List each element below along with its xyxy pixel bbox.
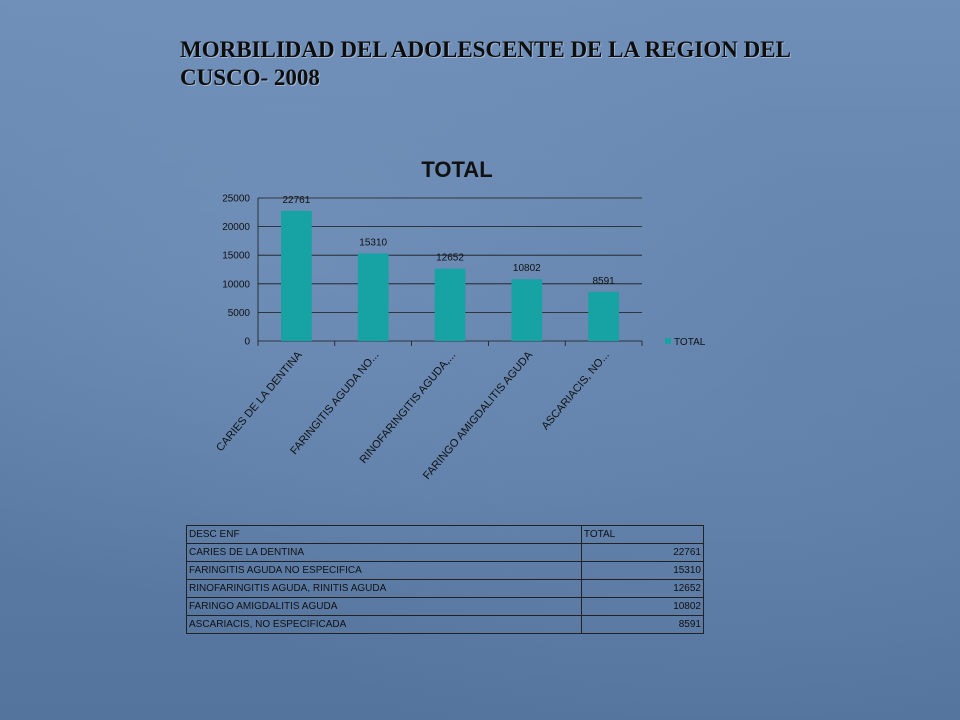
bar	[434, 268, 466, 341]
data-label: 12652	[436, 253, 464, 264]
y-tick-label: 20000	[222, 222, 250, 233]
table-cell-desc: ASCARIACIS, NO ESPECIFICADA	[186, 615, 582, 634]
category-label: FARINGITIS AGUDA NO...	[288, 349, 381, 457]
table-row: RINOFARINGITIS AGUDA, RINITIS AGUDA 1265…	[186, 579, 705, 598]
table-cell-desc: CARIES DE LA DENTINA	[186, 543, 582, 562]
data-label: 8591	[592, 276, 615, 287]
table-header-row: DESC ENF TOTAL	[186, 525, 705, 544]
table-cell-total: 10802	[580, 597, 705, 616]
bar	[281, 210, 312, 341]
table-cell-desc: FARINGITIS AGUDA NO ESPECIFICA	[186, 561, 582, 580]
table-cell-desc: FARINGO AMIGDALITIS AGUDA	[186, 597, 582, 616]
table-cell-total: 12652	[580, 579, 705, 598]
bar	[511, 279, 543, 341]
y-tick-label: 15000	[222, 251, 250, 262]
table-cell-total: 8591	[580, 615, 705, 634]
y-tick-label: 25000	[222, 194, 250, 205]
chart-title: TOTAL	[421, 157, 492, 182]
y-axis-ticks: 0 5000 10000 15000 20000 25000	[222, 194, 250, 348]
category-label: CARIES DE LA DENTINA	[214, 349, 305, 454]
data-label: 15310	[359, 237, 387, 248]
legend-swatch	[665, 338, 671, 344]
y-tick-label: 0	[244, 337, 250, 348]
table-cell-total: 15310	[580, 561, 705, 580]
category-label: ASCARIACIS, NO...	[539, 349, 611, 432]
y-tick-label: 10000	[222, 279, 250, 290]
data-labels: 22761 15310 12652 10802 8591	[282, 195, 615, 287]
y-tick-label: 5000	[228, 308, 251, 319]
table-header-total: TOTAL	[580, 525, 705, 544]
bar	[357, 253, 389, 341]
data-label: 22761	[282, 195, 310, 206]
bar	[588, 291, 619, 341]
table-cell-desc: RINOFARINGITIS AGUDA, RINITIS AGUDA	[186, 579, 582, 598]
chart-gridlines	[257, 197, 643, 346]
chart-legend: TOTAL	[665, 337, 706, 348]
table-cell-total: 22761	[580, 543, 705, 562]
table-row: FARINGITIS AGUDA NO ESPECIFICA 15310	[186, 561, 705, 580]
legend-label: TOTAL	[674, 337, 706, 348]
table-row: ASCARIACIS, NO ESPECIFICADA 8591	[186, 615, 705, 634]
table-row: FARINGO AMIGDALITIS AGUDA 10802	[186, 597, 705, 616]
table-row: CARIES DE LA DENTINA 22761	[186, 543, 705, 562]
chart-bars	[281, 210, 619, 341]
data-label: 10802	[513, 263, 541, 274]
slide-title: MORBILIDAD DEL ADOLESCENTE DE LA REGION …	[180, 37, 790, 90]
table-header-desc: DESC ENF	[186, 525, 582, 544]
data-table: DESC ENF TOTAL CARIES DE LA DENTINA 2276…	[186, 525, 705, 634]
